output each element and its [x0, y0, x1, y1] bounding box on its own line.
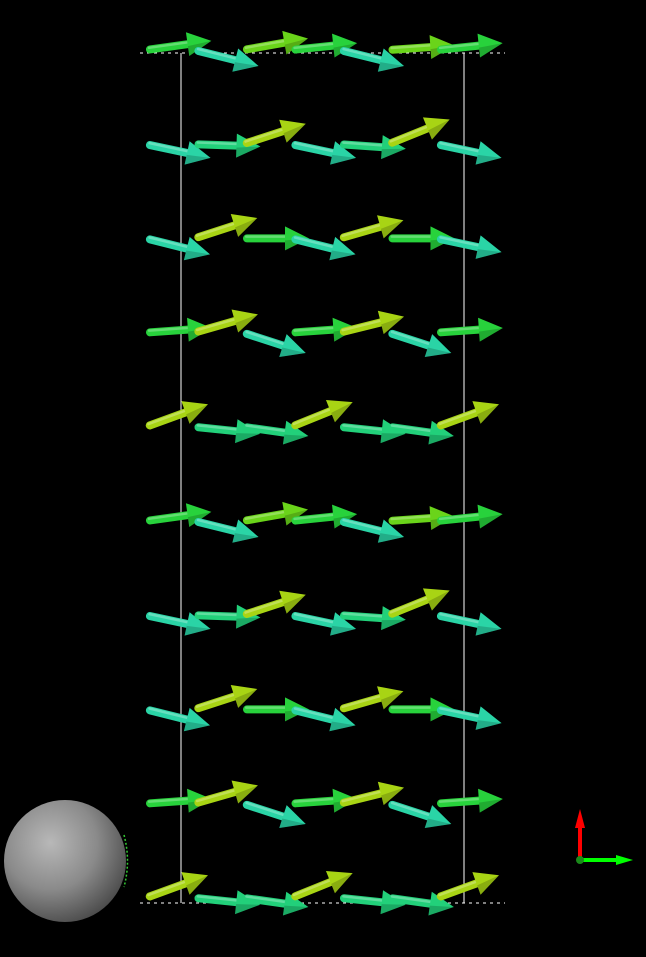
axis-origin	[576, 856, 584, 864]
spin-arrow	[242, 590, 306, 618]
spin-layer	[145, 117, 502, 165]
spin-arrow	[242, 420, 309, 445]
spin-arrow	[242, 30, 308, 55]
spin-arrow	[436, 317, 503, 342]
spin-arrow	[242, 891, 309, 916]
spin-arrow	[291, 235, 356, 261]
spin-arrow	[145, 32, 212, 57]
spin-arrow	[145, 872, 209, 901]
spin-arrow	[291, 33, 358, 58]
spin-layer	[145, 780, 503, 828]
spin-arrow	[339, 46, 405, 72]
spin-arrow	[145, 706, 211, 732]
sphere-orientation-marker	[123, 834, 129, 888]
spin-arrow	[436, 141, 502, 165]
spin-arrow	[242, 800, 306, 828]
spin-arrow	[194, 309, 258, 336]
spin-arrow	[291, 399, 353, 430]
spin-arrow	[145, 141, 211, 165]
spin-arrow	[194, 685, 258, 713]
spin-arrow	[436, 706, 502, 730]
spin-arrow	[242, 501, 308, 526]
spin-arrow	[388, 800, 452, 828]
spin-arrow	[145, 235, 211, 261]
spin-arrow	[388, 226, 455, 251]
spin-arrow	[388, 117, 450, 147]
spin-arrow	[194, 780, 258, 807]
spin-arrow	[436, 504, 503, 529]
spin-arrow	[339, 686, 404, 713]
cell-outline	[140, 52, 505, 904]
spin-layer	[145, 501, 503, 543]
spin-arrow	[242, 329, 306, 357]
spin-arrow	[194, 214, 258, 242]
spin-arrow	[339, 517, 405, 543]
spin-arrow	[194, 419, 261, 444]
spin-arrow	[291, 504, 358, 529]
spin-layer	[145, 870, 500, 916]
spin-arrow	[145, 401, 209, 430]
sphere-body	[4, 800, 126, 922]
spin-layer	[145, 30, 503, 72]
spin-arrow-layers	[145, 30, 503, 916]
orientation-sphere[interactable]	[4, 800, 129, 922]
spin-arrow	[145, 503, 212, 528]
spin-arrow	[291, 706, 356, 732]
spin-layer	[145, 399, 500, 445]
spin-arrow	[436, 872, 500, 901]
spin-arrow	[194, 517, 259, 543]
spin-layer	[145, 685, 502, 732]
spin-arrow	[339, 310, 405, 336]
axis-vertical-tip	[575, 809, 585, 828]
spin-arrow	[194, 46, 259, 72]
spin-arrow	[388, 891, 454, 916]
spin-arrow	[291, 870, 353, 901]
axis-triad	[575, 809, 633, 865]
spin-arrow	[436, 235, 502, 259]
axis-horizontal-tip	[616, 855, 633, 865]
spin-arrow	[436, 401, 500, 430]
spin-arrow	[388, 420, 454, 445]
spin-layer	[145, 214, 502, 261]
spin-arrow	[242, 119, 306, 147]
spin-arrow	[145, 612, 211, 636]
spin-arrow	[291, 612, 357, 636]
spin-arrow	[436, 33, 503, 58]
spin-layer	[145, 309, 503, 357]
spin-layer	[145, 588, 502, 636]
spin-arrow	[291, 141, 357, 165]
spin-arrow	[388, 588, 450, 618]
spin-arrow	[339, 781, 405, 807]
spin-arrow	[436, 788, 503, 813]
spin-arrow	[436, 612, 502, 636]
spin-arrow	[339, 215, 404, 242]
spin-arrow	[388, 329, 452, 357]
